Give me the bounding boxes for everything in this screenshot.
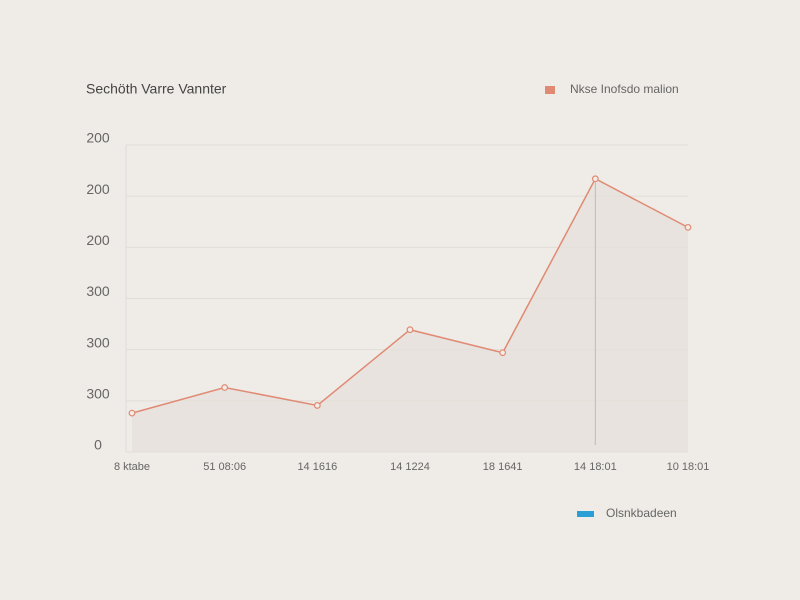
y-tick-label: 200: [86, 130, 110, 146]
chart-title: Sechöth Varre Vannter: [86, 81, 227, 97]
x-tick-label: 8 ktabe: [114, 461, 150, 473]
x-tick-label: 14 18:01: [574, 461, 617, 473]
y-tick-label: 0: [94, 437, 102, 453]
legend-swatch: [577, 511, 594, 517]
x-tick-label: 14 1616: [297, 461, 337, 473]
y-tick-label: 300: [86, 386, 110, 402]
point: [684, 223, 692, 231]
y-tick-label: 200: [86, 181, 110, 197]
point: [591, 175, 599, 183]
point: [221, 384, 229, 391]
x-tick-label: 10 18:01: [667, 461, 710, 473]
y-tick-label: 200: [86, 232, 110, 248]
legend-swatch: [545, 86, 555, 94]
area: [132, 178, 688, 452]
legend-label: Nkse Inofsdo malion: [570, 82, 679, 96]
x-tick-label: 51 08:06: [203, 461, 246, 473]
point: [406, 326, 414, 334]
y-tick-label: 300: [86, 283, 110, 299]
legend-label: Olsnkbadeen: [606, 506, 677, 520]
y-tick-label: 300: [86, 334, 110, 350]
point: [499, 349, 507, 357]
point: [313, 402, 321, 409]
x-tick-label: 14 1224: [390, 461, 430, 473]
x-tick-label: 18 1641: [483, 461, 523, 473]
point: [128, 409, 136, 417]
